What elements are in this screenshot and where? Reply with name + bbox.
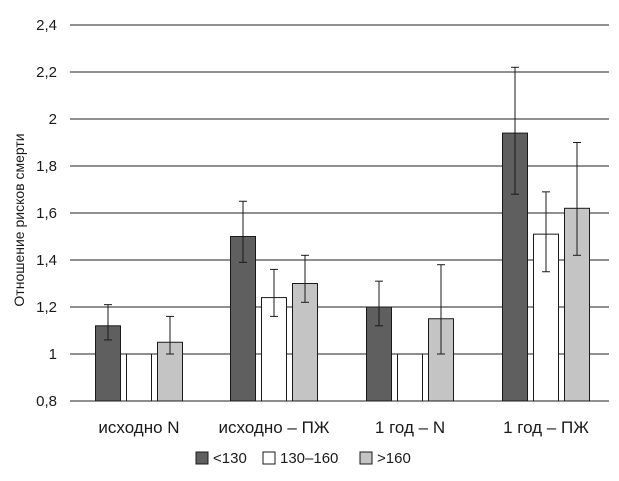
bar bbox=[292, 283, 318, 402]
bar bbox=[397, 353, 423, 402]
bar bbox=[126, 353, 152, 402]
legend-label: <130 bbox=[213, 450, 247, 467]
bar bbox=[564, 207, 590, 402]
legend: <130 130–160 >160 bbox=[195, 450, 411, 467]
legend-swatch bbox=[359, 451, 373, 465]
category-label: 1 год – ПЖ bbox=[503, 418, 589, 437]
category-label: исходно N bbox=[98, 418, 179, 437]
y-axis-ticks: 0,8 1 1,2 1,4 1,6 1,8 2 2,2 2,4 bbox=[36, 17, 57, 410]
x-axis-labels: исходно N исходно – ПЖ 1 год – N 1 год – ПЖ bbox=[98, 418, 589, 437]
y-tick-label: 1,8 bbox=[36, 158, 57, 175]
y-tick-label: 1,4 bbox=[36, 252, 57, 269]
legend-label: 130–160 bbox=[280, 450, 338, 467]
category-label: исходно – ПЖ bbox=[219, 418, 330, 437]
y-tick-label: 1 bbox=[49, 346, 57, 363]
category-label: 1 год – N bbox=[375, 418, 445, 437]
legend-label: >160 bbox=[377, 450, 411, 467]
bar bbox=[261, 297, 287, 402]
legend-swatch bbox=[262, 451, 276, 465]
y-tick-label: 1,2 bbox=[36, 299, 57, 316]
error-bars bbox=[104, 66, 581, 355]
legend-swatch bbox=[195, 451, 209, 465]
y-axis-title: Отношение рисков смерти bbox=[11, 133, 27, 306]
bar bbox=[230, 236, 256, 402]
y-tick-label: 2,2 bbox=[36, 64, 57, 81]
grid bbox=[70, 24, 609, 402]
y-tick-label: 2 bbox=[49, 111, 57, 128]
bars bbox=[95, 132, 590, 402]
y-tick-label: 1,6 bbox=[36, 205, 57, 222]
y-tick-label: 2,4 bbox=[36, 17, 57, 34]
y-tick-label: 0,8 bbox=[36, 393, 57, 410]
